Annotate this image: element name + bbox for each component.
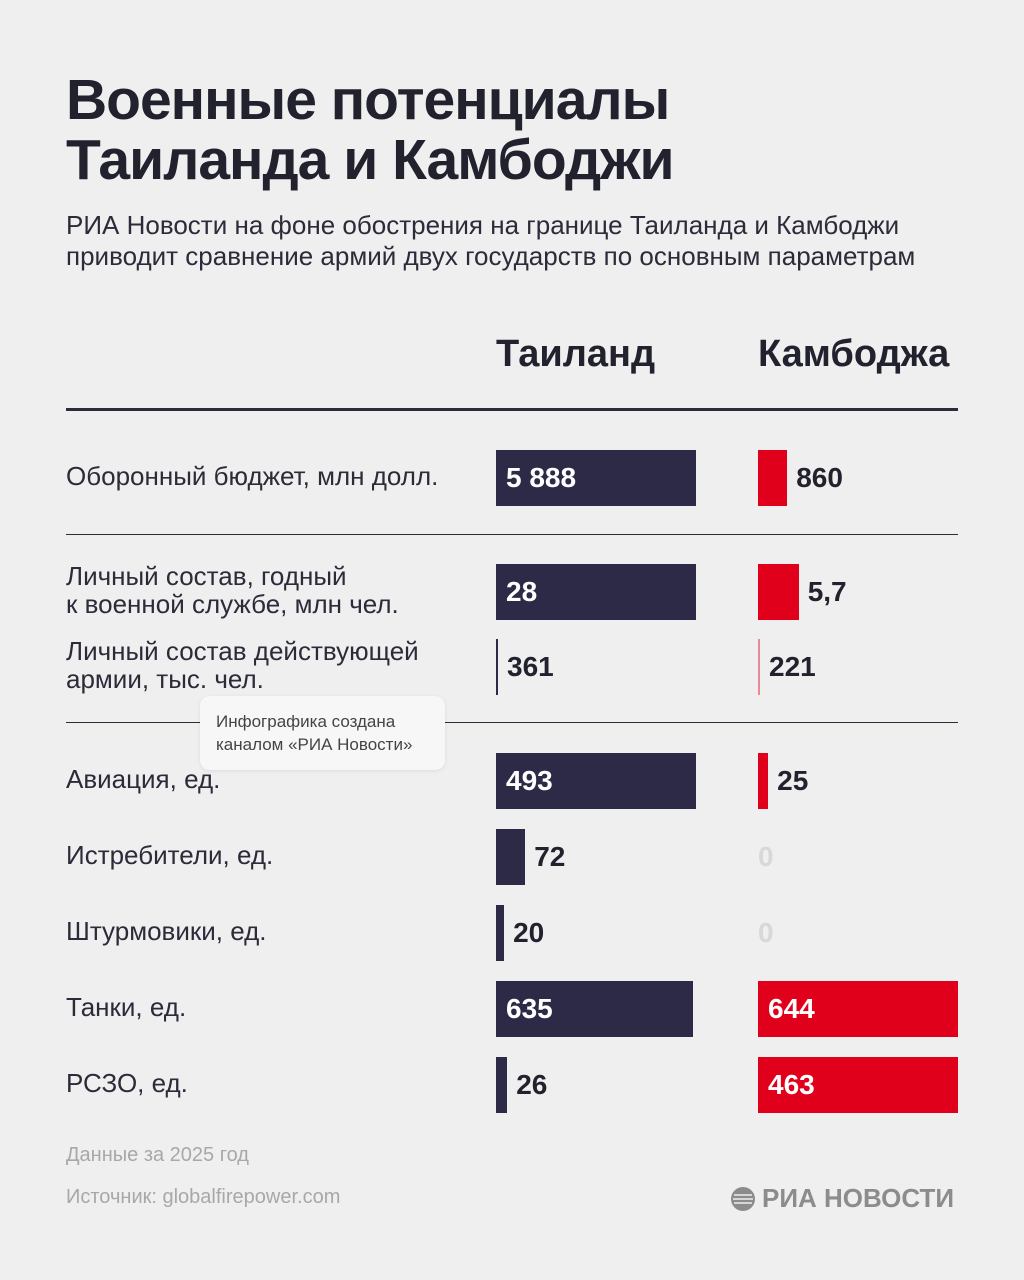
row-label: РСЗО, ед. [66,1069,188,1097]
row-label: Личный состав, годный к военной службе, м… [66,562,399,618]
thailand-bar [496,564,696,620]
thailand-value-label: 26 [516,1069,548,1100]
row-label: Оборонный бюджет, млн долл. [66,462,438,490]
cambodia-bar [758,753,769,809]
thailand-value-label: 72 [534,841,566,872]
row-label: Авиация, ед. [66,765,220,793]
cambodia-value-label: 463 [768,1069,815,1100]
row-label-line: Личный состав, годный [66,561,347,591]
cambodia-value-label: 25 [777,765,809,796]
cambodia-value-label: 221 [769,651,816,682]
row-label: Танки, ед. [66,993,186,1021]
row-label-line: Истребители, ед. [66,840,274,870]
thailand-bar [496,829,526,885]
section-divider [66,722,958,723]
thailand-value-label: 493 [506,765,553,796]
thailand-bar [496,450,696,506]
thailand-value-label: 635 [506,993,553,1024]
thailand-bar [496,753,696,809]
cambodia-bar [758,450,788,506]
thailand-value-label: 5 888 [506,462,577,493]
row-label-line: Оборонный бюджет, млн долл. [66,461,439,491]
thailand-value-label: 28 [506,576,538,607]
row-label: Личный состав действующей армии, тыс. чел… [66,637,419,693]
cambodia-value-label: 0 [758,917,774,948]
thailand-bar [496,981,694,1037]
logo-text: РИА НОВОСТИ [762,1183,955,1213]
row-label-line: Авиация, ед. [66,764,221,794]
row-label-line: Танки, ед. [66,992,187,1022]
section-divider [66,534,958,535]
row-label-line: Личный состав действующей [66,636,419,666]
title-line: Военные потенциалы [66,68,670,132]
row-label-line: Штурмовики, ед. [66,916,267,946]
column-header-thailand: Таиланд [496,333,656,375]
cambodia-bar [758,564,799,620]
cambodia-bar [758,1057,958,1113]
page-title: Военные потенциалы Таиланда и Камбоджи [66,68,675,192]
header-divider [66,408,958,411]
thailand-value-label: 20 [513,917,545,948]
cambodia-value-label: 860 [796,462,843,493]
tooltip-line: Инфографика создана [216,712,396,731]
cambodia-value-label: 5,7 [807,576,847,607]
thailand-bar [496,1057,508,1113]
cambodia-bar [758,639,760,695]
row-label: Истребители, ед. [66,841,273,869]
globe-icon [731,1186,755,1211]
tooltip-line: каналом «РИА Новости» [216,735,413,754]
row-label-line: РСЗО, ед. [66,1068,188,1098]
data-year-note: Данные за 2025 год [66,1144,249,1166]
ria-logo: РИА НОВОСТИ [730,1183,954,1214]
thailand-bar [496,639,498,695]
cambodia-bar [758,981,958,1037]
cambodia-value-label: 644 [768,993,815,1024]
thailand-bar [496,905,505,961]
thailand-value-label: 361 [507,651,554,682]
row-label-line: армии, тыс. чел. [66,664,264,694]
title-line: Таиланда и Камбоджи [66,128,675,192]
row-label: Штурмовики, ед. [66,917,267,945]
row-label-line: к военной службе, млн чел. [66,589,399,619]
cambodia-value-label: 0 [758,841,774,872]
tooltip: Инфографика создана каналом «РИА Новости… [200,696,445,770]
source-note: Источник: globalfirepower.com [66,1186,341,1208]
subtitle: РИА Новости на фоне обострения на границ… [66,210,916,271]
column-header-cambodia: Камбоджа [758,333,950,375]
